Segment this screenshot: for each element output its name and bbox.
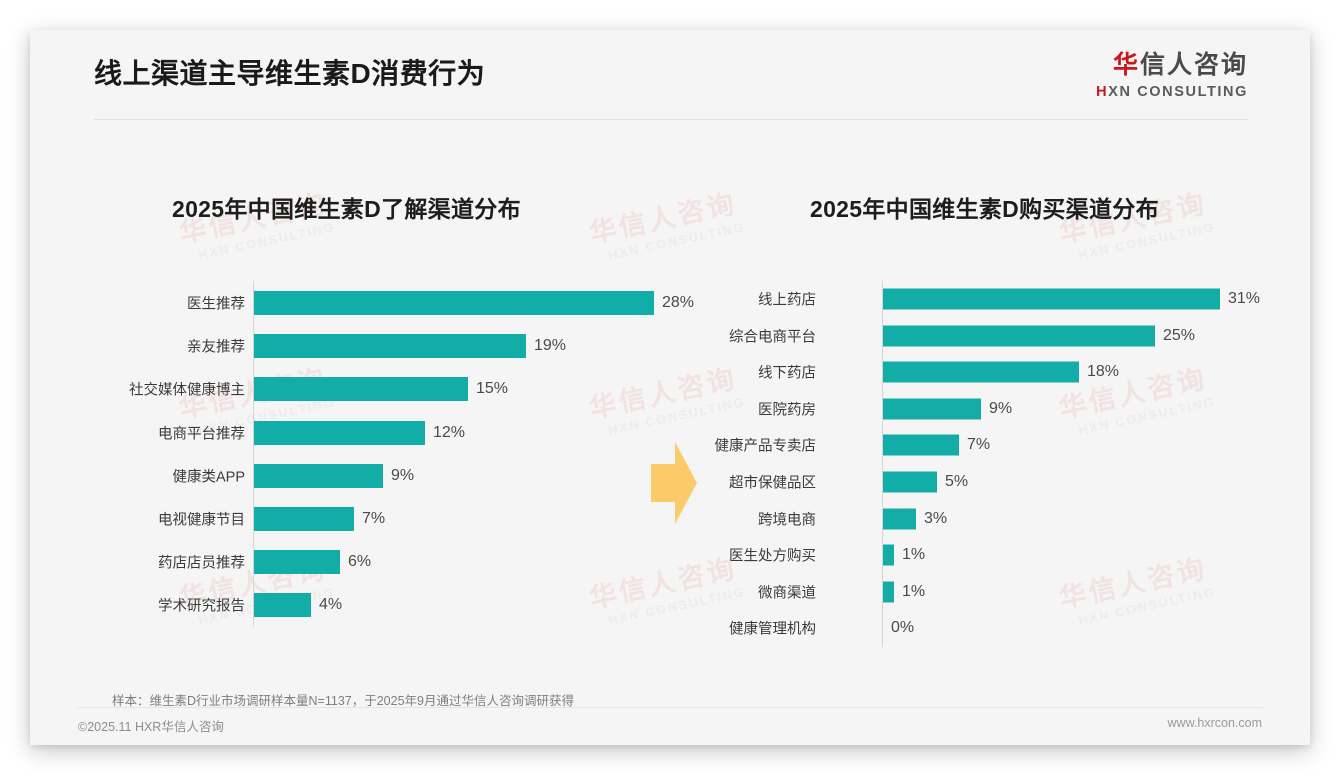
chart-value-label: 7% [362,510,386,527]
chart-bar [254,463,383,488]
page-title: 线上渠道主导维生素D消费行为 [94,58,486,89]
chart-bar [883,361,1079,383]
slide-card: 线上渠道主导维生素D消费行为 华信人咨询 HXN CONSULTING 华信人咨… [30,30,1310,745]
chart-bar [883,508,916,530]
chart-category-label: 药店店员推荐 [158,555,245,572]
chart-value-label: 9% [391,466,415,484]
logo-chinese-text: 华信人咨询 [1096,53,1248,78]
chart-bar [883,325,1155,347]
chart-bar [254,507,354,531]
chart-category-label: 电商平台推荐 [158,426,245,443]
chart-category-label: 医院药房 [758,402,816,419]
purchase-chart-plot: 线上药店 31% 综合电商平台 25% 线下药店 18% 医院药房 9% 健康产品专卖店 7% 超市… [715,280,1275,670]
chart-value-label: 7% [967,436,991,454]
website-text: www.hxrcon.com [1167,716,1262,730]
chart-category-label: 电视健康节目 [158,512,245,529]
chart-bar [883,544,894,566]
chart-category-label: 综合电商平台 [729,329,816,346]
chart-category-label: 亲友推荐 [187,339,245,356]
chart-value-label: 0% [891,619,915,637]
chart-bar [254,420,425,445]
chart-value-label: 25% [1163,326,1196,344]
header-divider [94,119,1248,120]
logo-cn-rest: 信人咨询 [1139,51,1248,79]
chart-category-label: 健康类APP [172,469,245,486]
footer-divider [78,707,1263,708]
chart-bar [254,291,654,315]
chart-value-label: 5% [945,473,969,490]
chart-category-label: 线下药店 [758,365,816,382]
chart-value-label: 6% [348,553,372,571]
logo-en-accent-char: H [1096,84,1109,100]
chart-category-label: 微商渠道 [758,585,816,602]
chart-category-label: 线上药店 [758,292,816,309]
chart-bar [254,334,526,359]
chart-value-label: 12% [433,423,466,441]
logo-en-rest: XN CONSULTING [1108,84,1248,100]
purchase-channel-chart: 2025年中国维生素D购买渠道分布 线上药店 31% 综合电商平台 25% 线下药店 18… [715,165,1275,675]
chart-category-label: 学术研究报告 [158,598,245,615]
chart-category-label: 超市保健品区 [729,475,816,492]
chart-category-label: 医生处方购买 [729,548,816,565]
chart-bar [254,377,468,402]
chart-category-label: 医生推荐 [187,296,245,313]
chart-category-label: 跨境电商 [758,512,816,529]
chart-title-awareness: 2025年中国维生素D了解渠道分布 [172,196,521,222]
chart-bar [254,593,311,618]
chart-value-label: 1% [902,546,926,564]
chart-category-label: 社交媒体健康博主 [129,382,245,399]
chart-value-label: 19% [534,337,567,355]
chart-value-label: 9% [989,399,1013,417]
chart-bar [254,550,340,575]
sample-note: 样本：维生素D行业市场调研样本量N=1137，于2025年9月通过华信人咨询调研… [112,694,574,708]
logo-english-text: HXN CONSULTING [1096,85,1248,100]
chart-axis-line [882,280,883,647]
chart-bar [883,288,1220,310]
awareness-channel-chart: 2025年中国维生素D了解渠道分布 医生推荐 28% 亲友推荐 19% 社交媒体健康博主… [94,165,694,675]
chart-category-label: 健康产品专卖店 [714,438,817,455]
chart-value-label: 18% [1087,363,1120,381]
chart-category-label: 健康管理机构 [729,621,816,638]
brand-logo: 华信人咨询 HXN CONSULTING [1096,53,1248,100]
copyright-text: ©2025.11 HXR华信人咨询 [78,720,224,734]
chart-bar [883,581,894,603]
chart-bar [883,398,981,420]
chart-axis-line [253,281,254,627]
logo-cn-accent-char: 华 [1112,51,1140,79]
awareness-chart-plot: 医生推荐 28% 亲友推荐 19% 社交媒体健康博主 15% 电商平台推荐 12% 健康类APP… [94,280,694,640]
chart-value-label: 15% [476,380,509,398]
flow-arrow-right-icon [651,442,697,524]
chart-value-label: 1% [902,582,926,600]
slide-header: 线上渠道主导维生素D消费行为 华信人咨询 HXN CONSULTING [30,30,1310,120]
chart-value-label: 4% [319,596,343,614]
chart-value-label: 3% [924,509,948,527]
chart-bar [883,434,959,456]
chart-value-label: 28% [662,294,695,311]
chart-title-purchase: 2025年中国维生素D购买渠道分布 [810,196,1159,222]
chart-value-label: 31% [1228,290,1261,307]
chart-bar [883,471,937,493]
